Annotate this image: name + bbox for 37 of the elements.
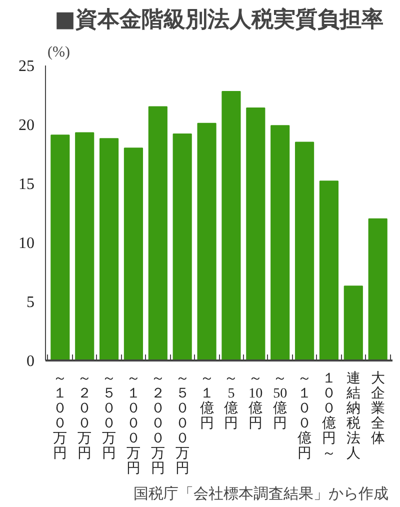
x-tick-label: ～１億円 (200, 372, 214, 432)
bar (344, 286, 363, 360)
bar (270, 125, 290, 360)
y-tick-label: 5 (26, 294, 34, 311)
bar (319, 180, 339, 360)
x-tick-label: ～5億円 (224, 372, 238, 432)
x-tick-label: ～５００万円 (102, 372, 116, 462)
x-tick-label: ～50億円 (273, 372, 288, 432)
x-tick-label: 連結納税法人 (345, 370, 360, 462)
chart-title: ■資本金階級別法人税実質負担率 (54, 6, 384, 32)
x-tick-label: ～２００万円 (78, 372, 92, 462)
x-tick-label: ～10億円 (248, 372, 263, 432)
bar (294, 142, 314, 360)
bar (368, 218, 388, 360)
x-tick-label: ～１０００万円 (126, 372, 140, 476)
bar (124, 148, 144, 360)
bar (197, 122, 216, 360)
y-tick-label: 15 (18, 176, 34, 193)
text: 国税庁「会社標本調査結果」から作成 (134, 486, 388, 502)
bar (75, 132, 94, 360)
bar (50, 134, 70, 360)
y-tick-label: 10 (18, 235, 34, 252)
y-axis-title: (%) (48, 44, 70, 60)
bar (148, 106, 168, 360)
y-tick-label: 0 (26, 353, 34, 370)
x-tick-label: １００億円～ (322, 372, 336, 462)
x-tick-label: ～１００億円 (298, 372, 312, 462)
bar (222, 90, 241, 360)
bar (172, 133, 192, 360)
x-tick-label: 大企業全体 (370, 370, 385, 446)
x-tick-label: ～２０００万円 (150, 372, 165, 476)
bar (99, 138, 119, 360)
y-tick-label: 25 (18, 58, 34, 75)
y-tick-label: 20 (18, 117, 34, 134)
bar (246, 107, 266, 360)
x-tick-label: ～５０００万円 (175, 372, 190, 476)
x-tick-label: ～１００万円 (53, 372, 68, 462)
